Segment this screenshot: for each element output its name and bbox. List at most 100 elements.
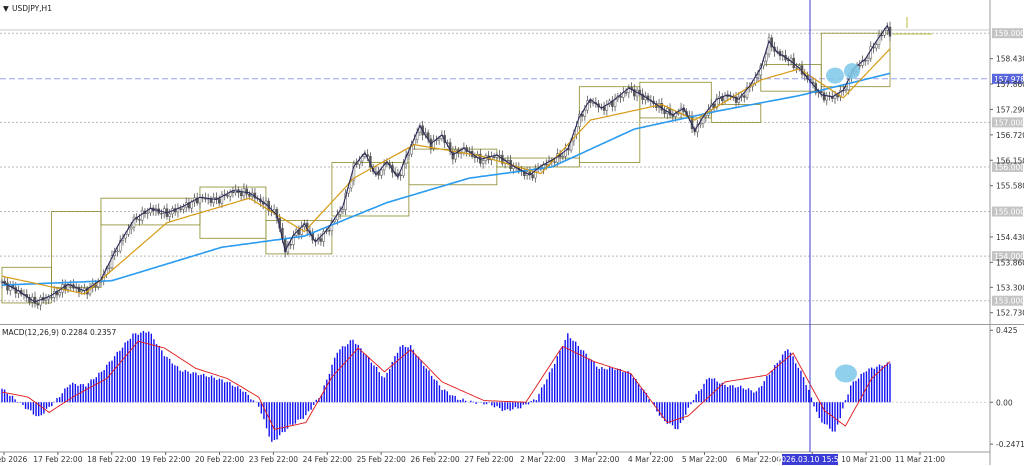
candle-body [858, 65, 862, 67]
price-tick-label: 153.860 [996, 258, 1024, 267]
candle-body [349, 179, 353, 189]
level-tag-label: 155.000 [994, 208, 1024, 217]
range-box [265, 220, 333, 255]
candle-body [168, 213, 171, 217]
macd-tick-label: -0.2471 [996, 440, 1024, 449]
candle-body [66, 285, 70, 290]
time-tick-label: 6 Mar 22:00 [736, 455, 782, 464]
candle-body [767, 37, 771, 55]
candle-body [226, 194, 229, 197]
candle-body [239, 192, 243, 197]
candle-body [327, 230, 331, 232]
candle-body [660, 103, 664, 111]
level-tag-label: 154.000 [994, 252, 1024, 261]
candle-body [33, 296, 37, 304]
level-tag [992, 161, 1023, 172]
candle-body [407, 153, 411, 156]
macd-panel[interactable]: 0.425 0.00 -0.2471 [0, 326, 1024, 449]
candle-body [765, 53, 768, 62]
candle-body [28, 297, 31, 303]
candle-body [162, 208, 166, 215]
time-tick-label: 11 Mar 21:00 [895, 455, 945, 464]
candle-body [481, 160, 485, 164]
candle-body [129, 226, 133, 230]
candle-body [289, 244, 292, 246]
candle-body [358, 160, 361, 165]
time-tick-label: 25 Feb 22:00 [357, 455, 406, 464]
candle-body [877, 34, 881, 45]
price-tick-label: 158.430 [996, 55, 1024, 64]
candle-body [319, 238, 323, 242]
level-tag [992, 28, 1023, 39]
highlight-marker [826, 67, 844, 84]
level-tag-label: 157.000 [994, 118, 1024, 127]
candle-body [231, 191, 235, 194]
candle-body [248, 193, 251, 197]
time-tick-label: 10 Mar 21:00 [841, 455, 891, 464]
macd-tick-label: 0.425 [996, 326, 1018, 335]
candle-body [374, 171, 378, 173]
macd-indicator-label: MACD(12,26,9) 0.2284 0.2357 [2, 328, 116, 337]
moving-average-fast [1, 24, 891, 303]
candle-body [699, 123, 702, 125]
candle-body [385, 163, 389, 165]
candle-body [492, 156, 496, 158]
candle-body [580, 114, 584, 117]
level-tag [992, 251, 1023, 262]
price-tick-label: 152.730 [996, 309, 1024, 318]
candle-body [209, 197, 213, 203]
time-tick-label: 24 Feb 22:00 [303, 455, 352, 464]
candle-body [195, 197, 199, 204]
crosshair-time-label: 2026.03.10 15:58 [777, 455, 844, 464]
candle-body [583, 109, 587, 117]
candle-body [734, 96, 738, 103]
candle-body [107, 267, 111, 269]
candle-body [138, 218, 141, 221]
candle-body [641, 93, 644, 100]
candle-body [545, 164, 548, 166]
candle-body [58, 292, 61, 296]
time-tick-label: 5 Mar 22:00 [682, 455, 728, 464]
highlight-marker [844, 63, 860, 80]
candle-body [179, 208, 182, 210]
candle-body [820, 90, 823, 93]
symbol-title[interactable]: ▼ USDJPY,H1 [3, 4, 52, 13]
candle-body [495, 155, 499, 158]
candle-body [822, 92, 826, 101]
candle-body [432, 139, 435, 149]
candle-body [677, 112, 680, 115]
candle-body [380, 169, 383, 176]
crosshair-time-tag[interactable] [782, 454, 838, 465]
time-tick-label: 23 Feb 22:00 [249, 455, 298, 464]
price-tick-label: 156.150 [996, 156, 1024, 165]
time-tick-label: 3 Mar 22:00 [574, 455, 620, 464]
candle-body [322, 231, 325, 242]
candle-body [47, 296, 50, 300]
candle-body [602, 106, 606, 111]
price-tick-label: 157.860 [996, 80, 1024, 89]
candle-body [531, 174, 534, 179]
price-tick-label: 153.300 [996, 283, 1024, 292]
candle-body [844, 89, 848, 91]
bid-price-tag-label: 157.978 [994, 75, 1024, 84]
candle-body [624, 92, 628, 94]
menu-triangle-icon[interactable]: ▼ [3, 4, 9, 13]
level-tag-label: 159.000 [994, 29, 1024, 38]
candle-body [341, 209, 345, 212]
candle-body [633, 89, 636, 97]
candle-body [245, 188, 248, 195]
time-tick-label: 16 Feb 2026 [0, 455, 28, 464]
candle-body [473, 156, 477, 158]
candle-body [712, 103, 716, 108]
candle-body [839, 90, 842, 98]
candle-body [212, 197, 215, 203]
candle-body [561, 155, 565, 158]
candle-body [564, 148, 567, 157]
candle-body [506, 159, 510, 162]
candle-body [190, 201, 193, 209]
candle-body [861, 60, 864, 66]
price-tick-label: 155.580 [996, 182, 1024, 191]
candle-body [743, 95, 746, 98]
